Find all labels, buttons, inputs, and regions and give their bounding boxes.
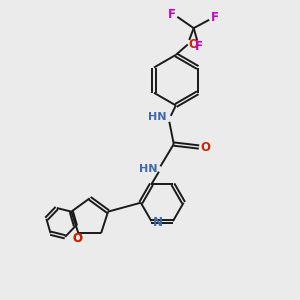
Text: HN: HN bbox=[139, 164, 157, 174]
Text: O: O bbox=[188, 38, 198, 51]
Text: HN: HN bbox=[148, 112, 167, 122]
Text: O: O bbox=[200, 140, 210, 154]
Text: O: O bbox=[72, 232, 82, 245]
Text: N: N bbox=[152, 216, 162, 229]
Text: F: F bbox=[168, 8, 176, 21]
Text: F: F bbox=[195, 40, 203, 53]
Text: O: O bbox=[72, 232, 82, 245]
Text: F: F bbox=[211, 11, 218, 24]
